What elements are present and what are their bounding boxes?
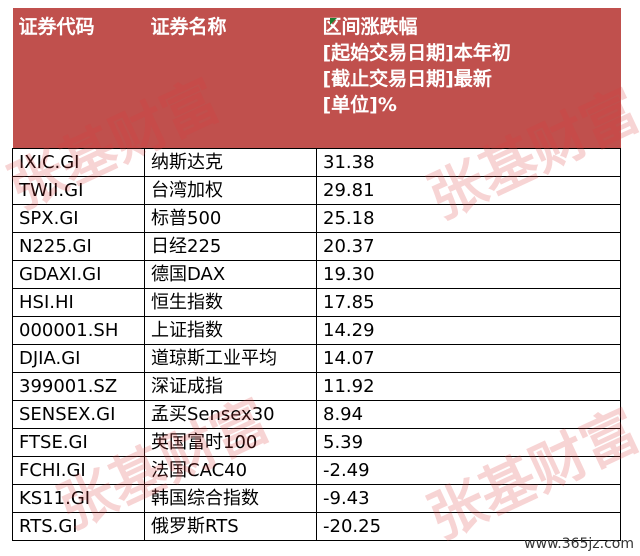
table-row: 399001.SZ 深证成指 11.92: [12, 371, 621, 401]
cell-code[interactable]: KS11.GI: [12, 483, 145, 513]
cell-change[interactable]: 19.30: [316, 259, 621, 289]
header-code: 证券代码: [12, 8, 145, 148]
header-change-line-2: [起始交易日期]本年初: [322, 42, 511, 64]
cell-code[interactable]: DJIA.GI: [12, 343, 145, 373]
table-row: DJIA.GI 道琼斯工业平均 14.07: [12, 343, 621, 373]
table-row: KS11.GI 韩国综合指数 -9.43: [12, 483, 621, 513]
header-change: 区间涨跌幅 [起始交易日期]本年初 [截止交易日期]最新 [单位]%: [316, 8, 621, 148]
header-name: 证券名称: [144, 8, 317, 148]
cell-change[interactable]: 11.92: [316, 371, 621, 401]
header-change-line-3: [截止交易日期]最新: [322, 68, 492, 90]
cell-change[interactable]: -9.43: [316, 483, 621, 513]
cell-name[interactable]: 上证指数: [144, 315, 317, 345]
site-url: www.365jz.com: [524, 536, 634, 552]
cell-code[interactable]: 000001.SH: [12, 315, 145, 345]
table-row: SENSEX.GI 孟买Sensex30 8.94: [12, 399, 621, 429]
cell-name[interactable]: 韩国综合指数: [144, 483, 317, 513]
spreadsheet: 证券代码 证券名称 区间涨跌幅 [起始交易日期]本年初 [截止交易日期]最新 […: [12, 8, 621, 541]
cell-code[interactable]: RTS.GI: [12, 511, 145, 541]
table-row: IXIC.GI 纳斯达克 31.38: [12, 147, 621, 177]
cell-change[interactable]: 14.29: [316, 315, 621, 345]
cell-change[interactable]: 14.07: [316, 343, 621, 373]
table-row: FCHI.GI 法国CAC40 -2.49: [12, 455, 621, 485]
cell-change[interactable]: 8.94: [316, 399, 621, 429]
table-row: TWII.GI 台湾加权 29.81: [12, 175, 621, 205]
cell-code[interactable]: GDAXI.GI: [12, 259, 145, 289]
cell-change[interactable]: 29.81: [316, 175, 621, 205]
cell-name[interactable]: 英国富时100: [144, 427, 317, 457]
table-row: 000001.SH 上证指数 14.29: [12, 315, 621, 345]
cell-code[interactable]: TWII.GI: [12, 175, 145, 205]
cell-name[interactable]: 纳斯达克: [144, 147, 317, 177]
table-row: HSI.HI 恒生指数 17.85: [12, 287, 621, 317]
header-change-line-4: [单位]%: [322, 94, 397, 116]
cell-code[interactable]: IXIC.GI: [12, 147, 145, 177]
cell-name[interactable]: 深证成指: [144, 371, 317, 401]
cell-name[interactable]: 法国CAC40: [144, 455, 317, 485]
cell-name[interactable]: 台湾加权: [144, 175, 317, 205]
table-row: GDAXI.GI 德国DAX 19.30: [12, 259, 621, 289]
cell-code[interactable]: SENSEX.GI: [12, 399, 145, 429]
cell-change[interactable]: -20.25: [316, 511, 621, 541]
cell-change[interactable]: 31.38: [316, 147, 621, 177]
cell-code[interactable]: FCHI.GI: [12, 455, 145, 485]
index-change-table: 证券代码 证券名称 区间涨跌幅 [起始交易日期]本年初 [截止交易日期]最新 […: [12, 8, 621, 541]
cell-comment-marker: [330, 18, 337, 25]
cell-name[interactable]: 孟买Sensex30: [144, 399, 317, 429]
cell-change[interactable]: 5.39: [316, 427, 621, 457]
cell-name[interactable]: 标普500: [144, 203, 317, 233]
header-change-line-1: 区间涨跌幅: [322, 16, 418, 38]
cell-name[interactable]: 德国DAX: [144, 259, 317, 289]
cell-code[interactable]: SPX.GI: [12, 203, 145, 233]
cell-change[interactable]: 20.37: [316, 231, 621, 261]
cell-name[interactable]: 日经225: [144, 231, 317, 261]
table-row: RTS.GI 俄罗斯RTS -20.25: [12, 511, 621, 541]
cell-name[interactable]: 恒生指数: [144, 287, 317, 317]
cell-change[interactable]: -2.49: [316, 455, 621, 485]
cell-change[interactable]: 25.18: [316, 203, 621, 233]
cell-name[interactable]: 道琼斯工业平均: [144, 343, 317, 373]
cell-code[interactable]: HSI.HI: [12, 287, 145, 317]
cell-code[interactable]: 399001.SZ: [12, 371, 145, 401]
table-row: N225.GI 日经225 20.37: [12, 231, 621, 261]
table-row: FTSE.GI 英国富时100 5.39: [12, 427, 621, 457]
cell-name[interactable]: 俄罗斯RTS: [144, 511, 317, 541]
table-row: SPX.GI 标普500 25.18: [12, 203, 621, 233]
cell-change[interactable]: 17.85: [316, 287, 621, 317]
cell-code[interactable]: FTSE.GI: [12, 427, 145, 457]
cell-code[interactable]: N225.GI: [12, 231, 145, 261]
header-row: 证券代码 证券名称 区间涨跌幅 [起始交易日期]本年初 [截止交易日期]最新 […: [12, 8, 621, 148]
